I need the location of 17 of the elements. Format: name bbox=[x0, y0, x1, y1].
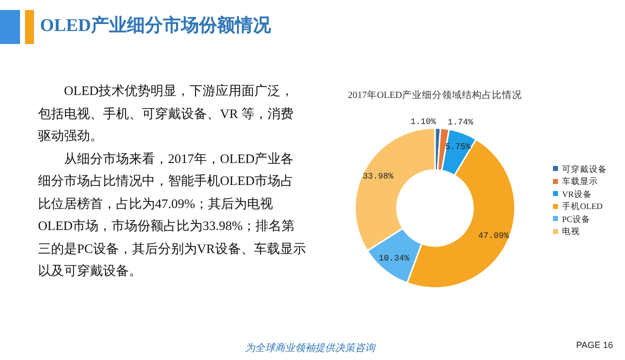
data-label: 10.34% bbox=[378, 253, 410, 264]
text: 从细分市场来看，2017年，OLED产业各细分市场占比情况中，智能手机OLED市场占比位居榜首，占比为47.09%；其后为电视OLED市场，市场份额占比为33.98%；排名第三的是PC设备，其后分别为VR设备、车载显示以及可穿戴设备。 bbox=[38, 150, 306, 280]
data-label: 1.74% bbox=[448, 118, 474, 128]
text: OLED技术优势明显，下游应用面广泛，包括电视、手机、可穿戴设备、VR 等，消费驱动强劲。 bbox=[38, 82, 295, 145]
data-label: 33.98% bbox=[362, 172, 394, 182]
legend-label: 电视 bbox=[561, 225, 581, 238]
text: PAGE 16 bbox=[576, 340, 613, 350]
chart-title: 2017年OLED产业细分领域结构占比情况 bbox=[346, 89, 524, 102]
data-label: 47.09% bbox=[478, 231, 510, 242]
data-label: 1.10% bbox=[410, 117, 437, 128]
legend-label: VR设备 bbox=[561, 188, 593, 200]
text: OLED产业细分市场份额情况 bbox=[40, 14, 272, 37]
legend-label: PC设备 bbox=[561, 212, 592, 225]
legend-label: 可穿戴设备 bbox=[561, 162, 607, 175]
text: 为全球商业领袖提供决策咨询 bbox=[244, 342, 377, 355]
legend-label: 车载显示 bbox=[561, 175, 599, 188]
legend-label: 手机OLED bbox=[561, 200, 604, 212]
